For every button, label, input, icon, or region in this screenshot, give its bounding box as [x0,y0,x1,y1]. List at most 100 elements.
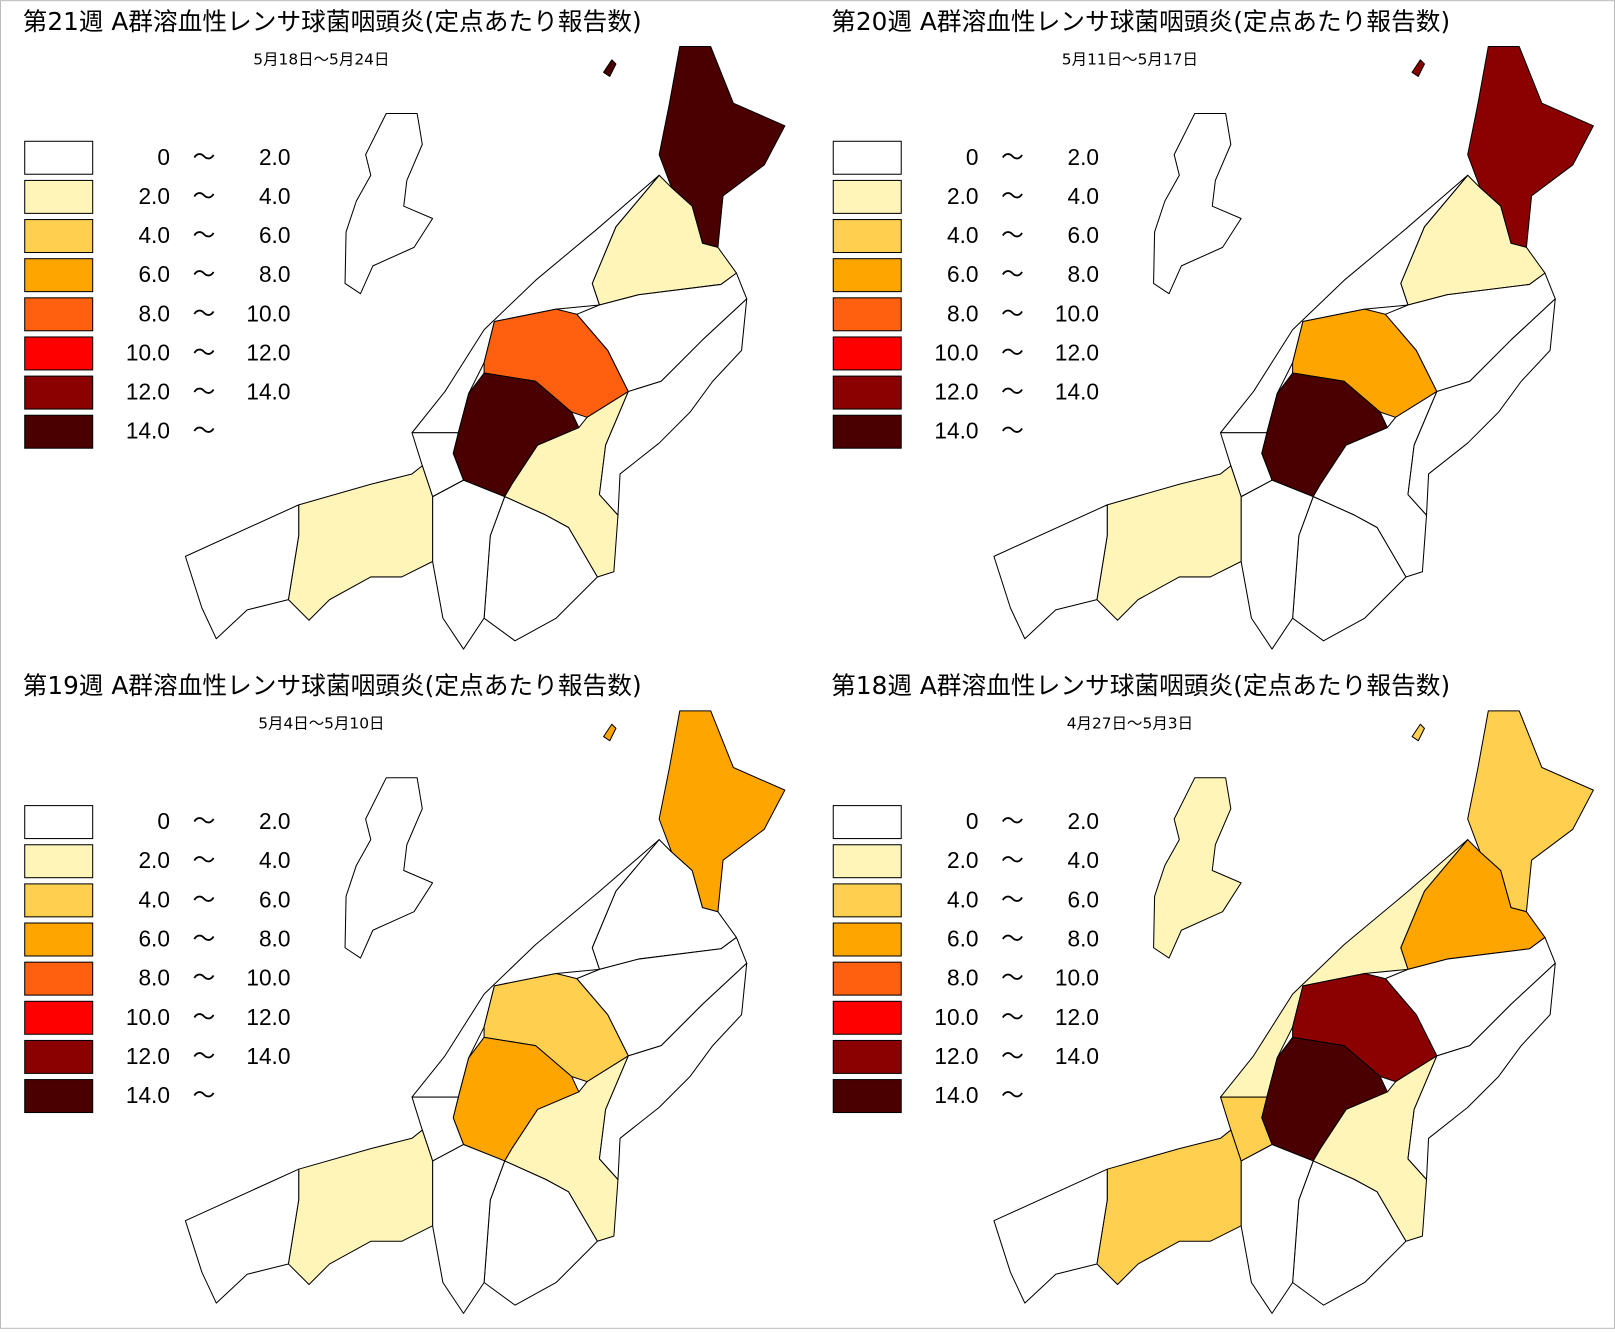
legend-to: 14.0 [246,1043,290,1069]
region [1411,59,1425,77]
region [1240,479,1314,650]
legend-from: 6.0 [947,926,978,952]
panel-title: 第21週 A群溶血性レンサ球菌咽頭炎(定点あたり報告数) [23,7,642,36]
region [184,1168,300,1304]
legend-separator: 〜 [193,847,216,873]
legend-to: 12.0 [1055,1004,1099,1030]
legend-separator: 〜 [193,222,216,248]
legend-to: 12.0 [246,339,290,365]
legend-to: 6.0 [259,886,290,912]
legend-from: 8.0 [947,300,978,326]
legend-to: 8.0 [1067,261,1098,287]
legend-separator: 〜 [1001,926,1024,952]
region [603,59,617,77]
legend-from: 4.0 [947,222,978,248]
legend-to: 8.0 [259,261,290,287]
region [993,1168,1108,1304]
legend-from: 0 [157,808,170,834]
legend-separator: 〜 [193,1082,216,1108]
region [432,1143,506,1314]
legend-separator: 〜 [1001,808,1024,834]
legend-from: 8.0 [138,300,169,326]
region [603,723,617,742]
date-range: 5月11日～5月17日 [1062,50,1198,68]
legend-swatch [24,1000,94,1035]
legend-to: 4.0 [259,847,290,873]
legend-swatch [24,375,94,410]
panel-title: 第19週 A群溶血性レンサ球菌咽頭炎(定点あたり報告数) [23,671,642,700]
panel-title: 第18週 A群溶血性レンサ球菌咽頭炎(定点あたり報告数) [831,671,1450,700]
region [432,479,506,650]
region [1153,112,1242,295]
legend-swatch [24,883,94,918]
legend-separator: 〜 [1001,183,1024,209]
legend-from: 10.0 [126,339,170,365]
legend-from: 14.0 [126,418,170,444]
legend-swatch [24,219,94,254]
legend-from: 2.0 [947,183,978,209]
legend-to: 12.0 [1055,339,1099,365]
map [993,46,1594,650]
legend-swatch [24,805,94,840]
legend-separator: 〜 [193,339,216,365]
legend-from: 14.0 [126,1082,170,1108]
region [1407,298,1556,516]
legend-from: 0 [966,808,979,834]
legend-separator: 〜 [193,418,216,444]
legend-separator: 〜 [193,926,216,952]
legend-to: 4.0 [1067,183,1098,209]
map [184,46,786,650]
legend-swatch [832,375,902,410]
date-range: 5月18日～5月24日 [253,50,389,68]
legend-from: 6.0 [947,261,978,287]
legend-swatch [832,414,902,449]
legend-separator: 〜 [1001,222,1024,248]
legend-to: 14.0 [1055,1043,1099,1069]
region [344,112,434,295]
region [184,504,300,640]
legend-swatch [24,414,94,449]
legend-swatch [24,1039,94,1074]
region [1240,1143,1314,1314]
legend-from: 0 [157,144,170,170]
legend-separator: 〜 [1001,1043,1024,1069]
legend-to: 10.0 [246,965,290,991]
legend-swatch [832,961,902,996]
region [1153,777,1242,959]
legend-to: 14.0 [1055,379,1099,405]
legend-swatch [832,140,902,175]
legend-from: 4.0 [138,886,169,912]
legend-swatch [832,258,902,293]
legend-separator: 〜 [193,300,216,326]
legend-from: 4.0 [947,886,978,912]
legend-from: 12.0 [126,1043,170,1069]
legend-separator: 〜 [1001,261,1024,287]
region [1411,723,1425,742]
legend-swatch [832,883,902,918]
region [1407,962,1556,1181]
date-range: 5月4日～5月10日 [258,715,384,733]
map [993,710,1594,1314]
legend-separator: 〜 [193,379,216,405]
legend-separator: 〜 [1001,300,1024,326]
legend-separator: 〜 [193,144,216,170]
region [598,962,748,1181]
panel: 第18週 A群溶血性レンサ球菌咽頭炎(定点あたり報告数) 4月27日～5月3日 0 〜… [831,671,1594,1314]
legend-swatch [832,297,902,332]
legend-to: 4.0 [1067,847,1098,873]
legend-from: 6.0 [138,261,169,287]
legend-to: 10.0 [1055,965,1099,991]
legend-to: 8.0 [259,926,290,952]
legend-from: 2.0 [138,183,169,209]
date-range: 4月27日～5月3日 [1067,715,1193,733]
legend-separator: 〜 [1001,1004,1024,1030]
legend-swatch [832,844,902,879]
legend-separator: 〜 [193,886,216,912]
panel: 第21週 A群溶血性レンサ球菌咽頭炎(定点あたり報告数) 5月18日～5月24日 0… [23,7,786,650]
legend-to: 8.0 [1067,926,1098,952]
legend-separator: 〜 [193,808,216,834]
legend-swatch [24,336,94,371]
legend-separator: 〜 [1001,847,1024,873]
legend-to: 2.0 [259,144,290,170]
legend-swatch [24,179,94,214]
